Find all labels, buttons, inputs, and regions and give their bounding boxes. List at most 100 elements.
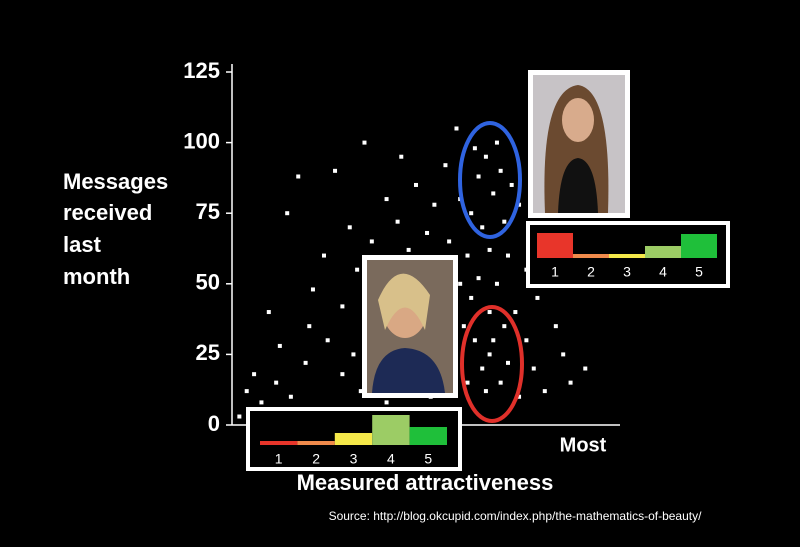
bar	[334, 433, 373, 445]
bar-category-label: 4	[659, 264, 667, 280]
bar-category-label: 1	[275, 451, 283, 467]
bar	[409, 427, 447, 445]
scatter-point	[531, 366, 536, 371]
photo-dress	[372, 348, 445, 393]
x-axis-title: Measured attractiveness	[297, 470, 554, 495]
y-tick-label: 100	[183, 128, 220, 153]
scatter-point	[414, 182, 418, 187]
photo-right	[528, 70, 630, 218]
scatter-point	[494, 140, 499, 145]
scatter-point	[469, 295, 474, 300]
scatter-point	[583, 366, 588, 371]
x-end-label: Most	[560, 434, 607, 456]
scatter-point	[277, 343, 282, 348]
highlight-ellipse-red	[460, 305, 524, 423]
scatter-point	[425, 230, 430, 235]
scatter-point	[325, 338, 330, 343]
bar	[260, 441, 298, 445]
scatter-point	[535, 295, 540, 300]
scatter-point	[524, 338, 529, 343]
bar	[645, 246, 681, 258]
scatter-point	[487, 247, 492, 252]
bar-category-label: 4	[387, 451, 395, 467]
scatter-point	[498, 380, 503, 385]
y-axis-title: last	[63, 232, 102, 257]
scatter-point	[443, 163, 448, 168]
y-tick-label: 25	[196, 340, 220, 365]
scatter-point	[476, 174, 481, 179]
scatter-point	[458, 281, 463, 286]
scatter-point	[472, 338, 477, 343]
scatter-point	[509, 182, 514, 187]
scatter-point	[358, 389, 363, 394]
rating-inset: 1 2 3 4 5	[246, 407, 462, 471]
scatter-point	[347, 225, 352, 230]
scatter-point	[465, 380, 470, 385]
scatter-point	[285, 211, 290, 216]
scatter-point	[472, 146, 477, 151]
bar	[573, 254, 609, 258]
y-tick-label: 75	[196, 199, 220, 224]
scatter-point	[447, 239, 452, 244]
scatter-point	[561, 352, 566, 357]
scatter-point	[369, 239, 374, 244]
scatter-point	[483, 389, 488, 394]
scatter-point	[487, 352, 492, 357]
photo-left	[362, 255, 458, 398]
scatter-point	[310, 287, 315, 292]
scatter-point	[469, 211, 474, 216]
scatter-point	[340, 372, 345, 377]
rating-inset: 1 2 3 4 5	[526, 221, 730, 288]
scatter-point	[340, 304, 345, 309]
scatter-point	[517, 394, 522, 399]
scatter-point	[483, 154, 488, 159]
scatter-point	[237, 414, 242, 419]
scatter-point	[406, 247, 411, 252]
bar-category-label: 5	[695, 264, 703, 280]
scatter-point	[432, 202, 437, 207]
bar-category-label: 1	[551, 264, 559, 280]
scatter-point	[480, 366, 485, 371]
scatter-point	[399, 154, 404, 159]
scatter-point	[461, 324, 466, 329]
bar	[297, 441, 335, 445]
scatter-point	[454, 126, 459, 131]
scatter-point	[244, 389, 249, 394]
highlight-ellipse-blue	[458, 121, 522, 239]
scatter-point	[494, 281, 499, 286]
scatter-point	[553, 324, 558, 329]
scatter-point	[333, 168, 338, 173]
scatter-point	[252, 372, 257, 377]
scatter-point	[476, 276, 481, 281]
photo-hair	[378, 273, 430, 330]
scatter-point	[384, 197, 389, 202]
scatter-point	[362, 140, 367, 145]
scatter-point	[296, 174, 301, 179]
bar	[681, 234, 717, 258]
scatter-point	[513, 310, 518, 315]
y-tick-label: 125	[183, 58, 220, 83]
y-axis-title: Messages	[63, 169, 168, 194]
y-axis-title: received	[63, 200, 152, 225]
scatter-point	[266, 310, 271, 315]
scatter-point	[542, 389, 547, 394]
bar-category-label: 3	[623, 264, 631, 280]
scatter-point	[259, 400, 264, 405]
y-axis-title: month	[63, 264, 130, 289]
scatter-point	[491, 338, 496, 343]
bar	[537, 233, 573, 258]
y-tick-label: 50	[196, 270, 220, 295]
scatter-point	[506, 360, 510, 365]
bar	[372, 415, 410, 445]
bar-category-label: 2	[312, 451, 320, 467]
scatter-point	[307, 324, 312, 329]
bar-category-label: 3	[350, 451, 358, 467]
scatter-point	[498, 168, 503, 173]
scatter-point	[303, 360, 308, 365]
scatter-point	[274, 380, 279, 385]
scatter-point	[480, 225, 485, 230]
scatter-point	[351, 352, 356, 357]
scatter-point	[502, 219, 507, 224]
